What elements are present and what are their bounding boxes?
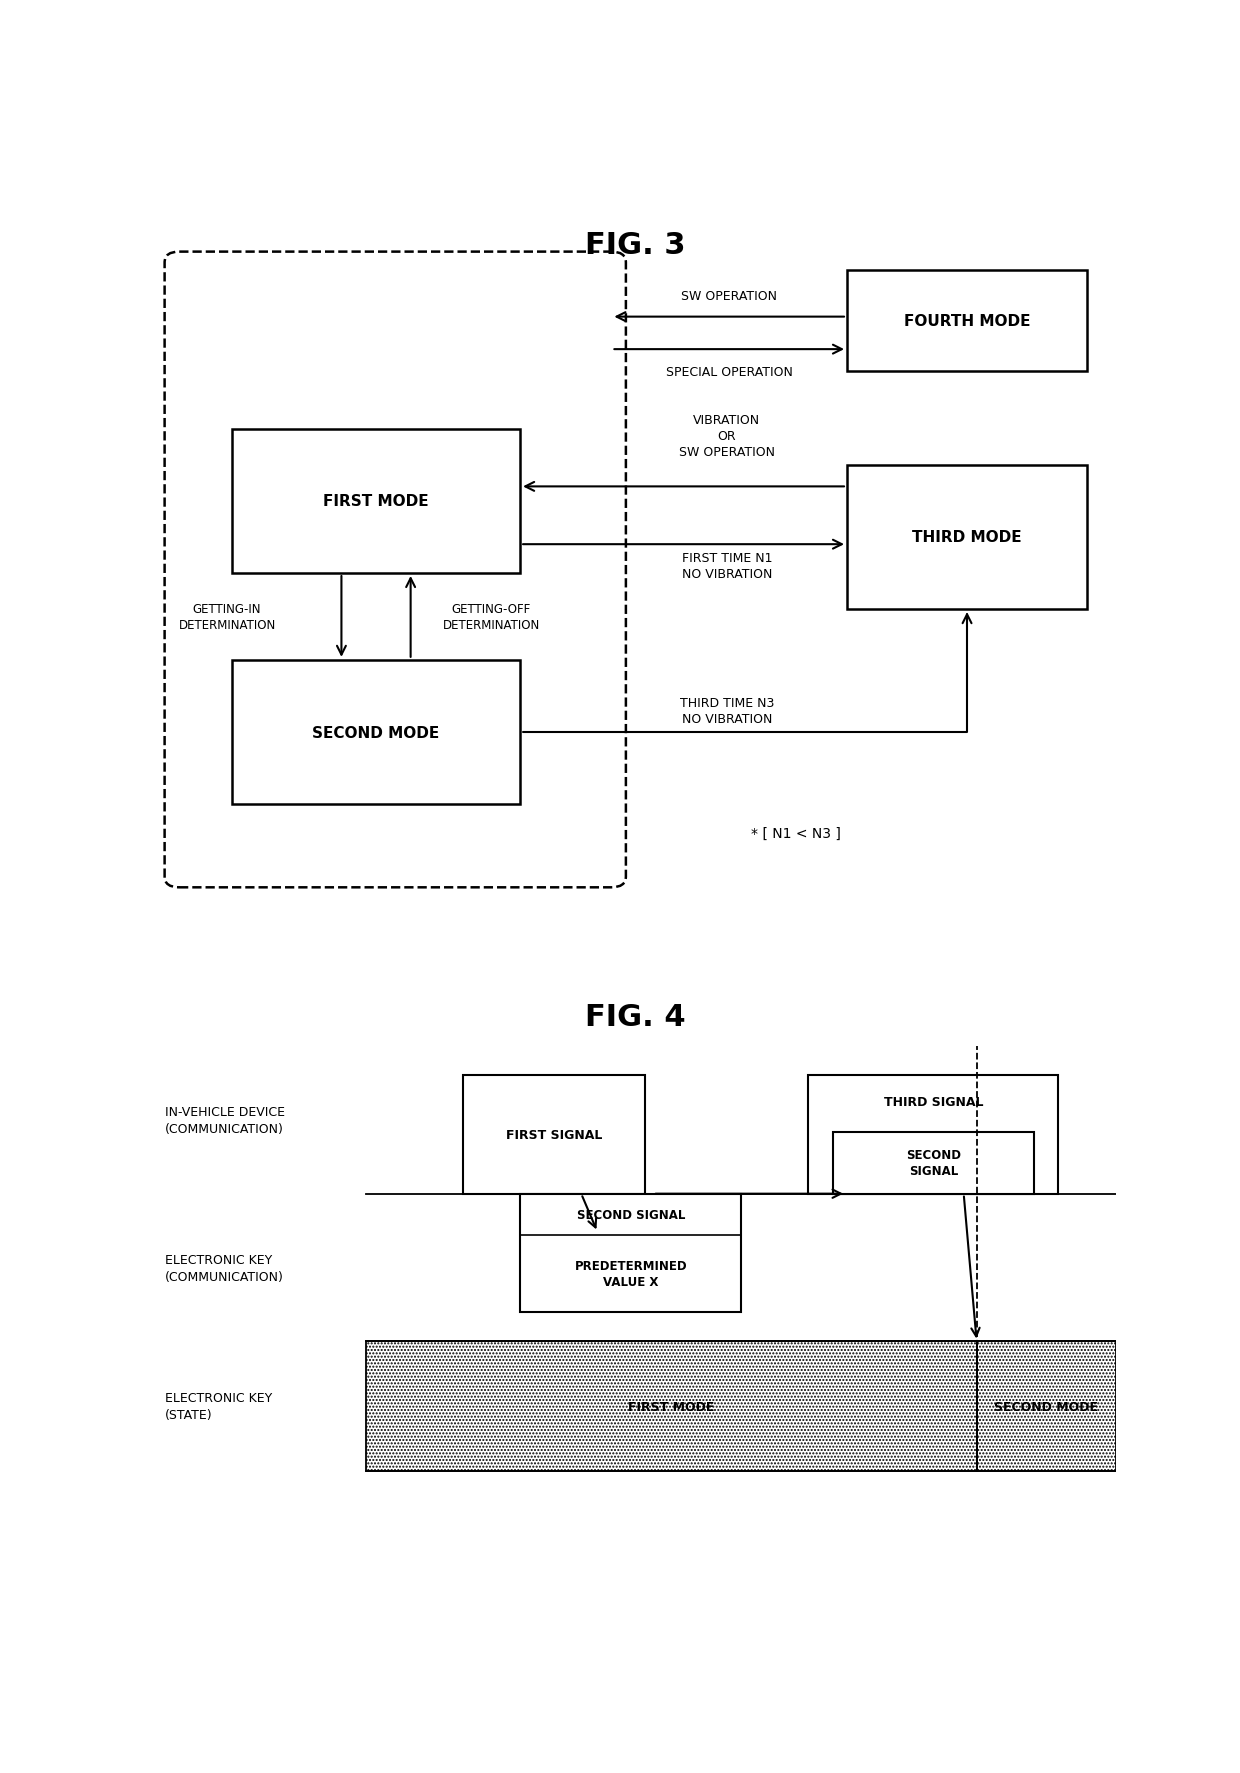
Bar	[521, 1193, 742, 1312]
Bar	[463, 1076, 645, 1193]
Text: THIRD TIME N3
NO VIBRATION: THIRD TIME N3 NO VIBRATION	[680, 697, 774, 725]
Text: SECOND MODE: SECOND MODE	[312, 725, 440, 739]
Text: FIRST SIGNAL: FIRST SIGNAL	[506, 1128, 601, 1142]
Text: VIBRATION
OR
SW OPERATION: VIBRATION OR SW OPERATION	[678, 415, 775, 459]
Text: SECOND SIGNAL: SECOND SIGNAL	[577, 1207, 684, 1222]
Text: IN-VEHICLE DEVICE
(COMMUNICATION): IN-VEHICLE DEVICE (COMMUNICATION)	[165, 1105, 285, 1135]
FancyBboxPatch shape	[847, 466, 1087, 610]
FancyBboxPatch shape	[232, 429, 521, 574]
Text: FOURTH MODE: FOURTH MODE	[904, 314, 1030, 328]
Text: THIRD MODE: THIRD MODE	[913, 530, 1022, 544]
Text: SECOND
SIGNAL: SECOND SIGNAL	[906, 1149, 961, 1177]
Text: THIRD SIGNAL: THIRD SIGNAL	[884, 1096, 983, 1108]
Bar	[367, 1342, 977, 1472]
Text: SECOND MODE: SECOND MODE	[994, 1401, 1099, 1413]
Text: FIRST MODE: FIRST MODE	[629, 1401, 714, 1413]
Text: PREDETERMINED
VALUE X: PREDETERMINED VALUE X	[574, 1259, 687, 1289]
FancyBboxPatch shape	[847, 271, 1087, 372]
FancyBboxPatch shape	[232, 660, 521, 805]
Text: GETTING-OFF
DETERMINATION: GETTING-OFF DETERMINATION	[443, 603, 539, 631]
Text: SPECIAL OPERATION: SPECIAL OPERATION	[666, 365, 792, 379]
Bar	[977, 1342, 1116, 1472]
Bar	[832, 1133, 1034, 1193]
Text: SW OPERATION: SW OPERATION	[681, 291, 777, 303]
Text: FIRST MODE: FIRST MODE	[324, 495, 429, 509]
Text: FIRST TIME N1
NO VIBRATION: FIRST TIME N1 NO VIBRATION	[682, 551, 773, 582]
Text: * [ N1 < N3 ]: * [ N1 < N3 ]	[751, 826, 841, 840]
Text: ELECTRONIC KEY
(STATE): ELECTRONIC KEY (STATE)	[165, 1392, 272, 1422]
Text: FIG. 4: FIG. 4	[585, 1002, 686, 1032]
Bar	[808, 1076, 1059, 1193]
Text: FIG. 3: FIG. 3	[585, 230, 686, 261]
Text: ELECTRONIC KEY
(COMMUNICATION): ELECTRONIC KEY (COMMUNICATION)	[165, 1254, 284, 1284]
Text: GETTING-IN
DETERMINATION: GETTING-IN DETERMINATION	[179, 603, 275, 631]
